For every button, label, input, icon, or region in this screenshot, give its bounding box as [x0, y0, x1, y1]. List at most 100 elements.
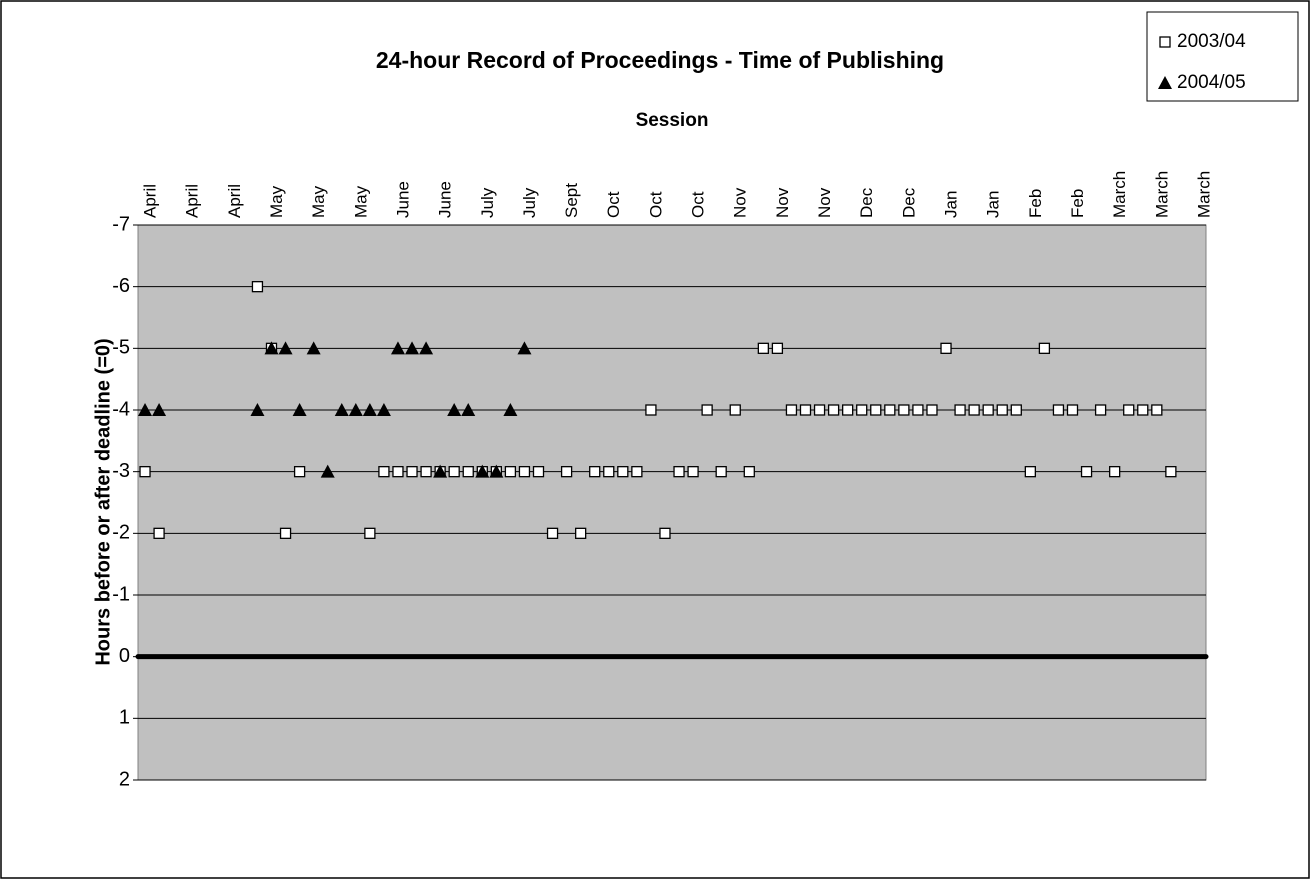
- marker-square: [968, 404, 980, 416]
- marker-square: [701, 404, 713, 416]
- marker-square: [420, 466, 432, 478]
- marker-square: [870, 404, 882, 416]
- marker-square: [279, 527, 292, 539]
- marker-square: [1094, 404, 1107, 416]
- marker-square: [251, 281, 264, 293]
- x-tick-label: April: [183, 184, 202, 218]
- marker-square: [617, 466, 629, 478]
- x-tick-label: March: [1152, 171, 1171, 218]
- marker-triangle: [503, 403, 518, 416]
- x-tick-label: Nov: [815, 187, 834, 218]
- marker-square: [799, 404, 812, 416]
- marker-triangle: [250, 403, 265, 416]
- marker-square: [1010, 404, 1022, 416]
- marker-square: [715, 466, 727, 478]
- marker-square: [518, 466, 531, 478]
- marker-square: [575, 527, 587, 539]
- marker-square: [1159, 36, 1171, 48]
- y-tick-label: -5: [112, 337, 130, 359]
- marker-square: [1038, 342, 1051, 354]
- marker-square: [406, 466, 418, 478]
- x-tick-label: June: [393, 181, 412, 218]
- x-tick-label: Oct: [689, 191, 708, 218]
- marker-square: [842, 404, 854, 416]
- marker-triangle: [1158, 76, 1172, 89]
- marker-triangle: [152, 403, 167, 416]
- legend-box: [1146, 11, 1299, 102]
- x-tick-label: Nov: [773, 187, 792, 218]
- x-tick-label: Feb: [1026, 189, 1045, 218]
- marker-square: [603, 466, 615, 478]
- marker-triangle: [475, 464, 490, 478]
- marker-triangle: [278, 341, 293, 355]
- marker-square: [827, 404, 840, 416]
- marker-triangle: [390, 341, 405, 355]
- marker-square: [673, 466, 685, 478]
- marker-square: [448, 466, 460, 478]
- marker-square: [392, 466, 404, 478]
- x-tick-label: Dec: [857, 187, 876, 218]
- x-tick-label: Oct: [646, 191, 665, 218]
- marker-square: [1165, 466, 1177, 478]
- x-tick-label: July: [520, 187, 539, 218]
- x-tick-label: July: [478, 187, 497, 218]
- y-tick-label: -7: [112, 213, 130, 235]
- marker-square: [1137, 404, 1149, 416]
- marker-triangle: [264, 341, 279, 355]
- legend-label: 2003/04: [1177, 31, 1246, 52]
- marker-triangle: [348, 403, 363, 416]
- x-tick-label: Jan: [984, 191, 1003, 218]
- chart-title: 24-hour Record of Proceedings - Time of …: [376, 47, 944, 73]
- marker-square: [898, 404, 910, 416]
- marker-triangle: [362, 403, 377, 416]
- y-tick-label: -3: [112, 460, 130, 482]
- y-tick-label: -2: [112, 522, 130, 544]
- marker-triangle: [138, 403, 153, 416]
- marker-square: [1024, 466, 1036, 478]
- marker-square: [856, 404, 868, 416]
- marker-triangle: [489, 464, 504, 478]
- marker-square: [1123, 404, 1135, 416]
- marker-square: [1109, 466, 1121, 478]
- marker-square: [659, 527, 671, 539]
- y-axis-label: Hours before or after deadline (=0): [92, 338, 114, 665]
- marker-square: [645, 404, 657, 416]
- marker-square: [462, 466, 474, 478]
- x-tick-label: March: [1110, 171, 1129, 218]
- marker-triangle: [334, 403, 349, 416]
- x-tick-label: May: [309, 185, 328, 218]
- marker-triangle: [447, 403, 462, 416]
- marker-square: [139, 466, 151, 478]
- marker-square: [1080, 466, 1093, 478]
- marker-square: [982, 404, 994, 416]
- x-axis-label: Session: [636, 110, 709, 131]
- marker-square: [996, 404, 1008, 416]
- x-tick-label: June: [436, 181, 455, 218]
- y-tick-label: 0: [119, 645, 130, 667]
- x-tick-label: Feb: [1068, 189, 1087, 218]
- x-tick-label: April: [141, 184, 160, 218]
- marker-square: [884, 404, 896, 416]
- marker-square: [912, 404, 924, 416]
- y-tick-label: -6: [112, 275, 130, 297]
- marker-triangle: [433, 464, 448, 478]
- marker-square: [589, 466, 601, 478]
- marker-square: [293, 466, 306, 478]
- marker-square: [757, 342, 769, 354]
- x-tick-label: May: [267, 185, 286, 218]
- x-tick-label: Dec: [899, 187, 918, 218]
- marker-square: [926, 404, 938, 416]
- x-tick-label: Sept: [562, 183, 581, 218]
- marker-square: [743, 466, 755, 478]
- marker-square: [771, 342, 784, 354]
- marker-triangle: [419, 341, 434, 355]
- y-tick-label: 1: [119, 707, 130, 729]
- marker-triangle: [320, 464, 335, 478]
- x-tick-label: May: [351, 185, 370, 218]
- y-tick-label: -4: [112, 398, 130, 420]
- marker-square: [954, 404, 966, 416]
- marker-square: [729, 404, 741, 416]
- marker-triangle: [376, 403, 391, 416]
- marker-triangle: [306, 341, 321, 355]
- marker-square: [687, 466, 699, 478]
